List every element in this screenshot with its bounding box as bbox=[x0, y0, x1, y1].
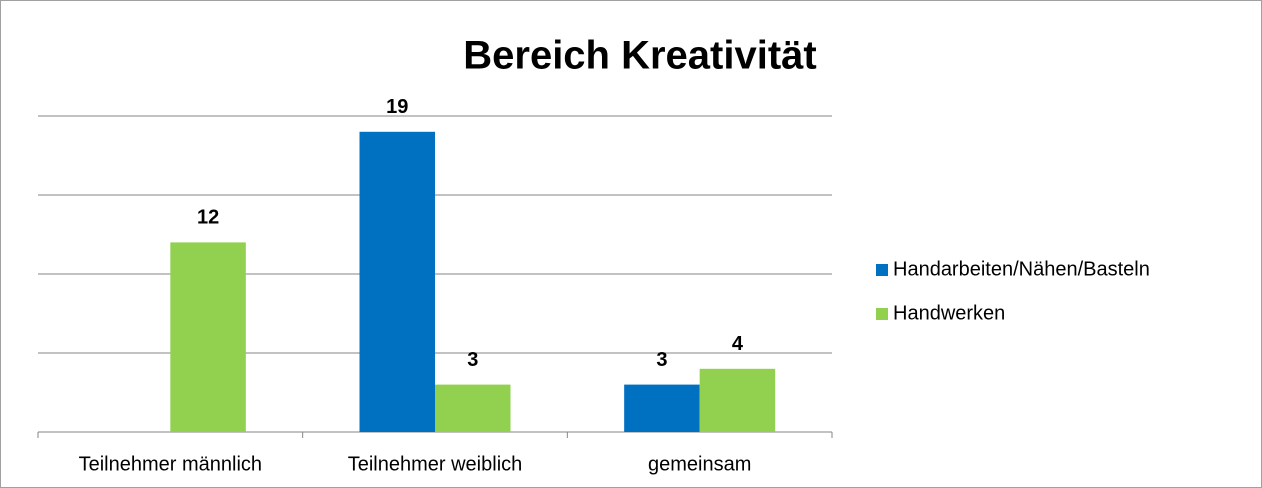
legend-swatch bbox=[876, 308, 888, 320]
data-label: 12 bbox=[197, 207, 219, 229]
x-tick-label: Teilnehmer männlich bbox=[79, 453, 262, 475]
x-tick-label: Teilnehmer weiblich bbox=[348, 453, 523, 475]
bar bbox=[359, 131, 435, 433]
chart-title: Bereich Kreativität bbox=[463, 34, 816, 78]
bar bbox=[170, 242, 246, 432]
bar bbox=[435, 384, 511, 432]
legend-label: Handwerken bbox=[893, 302, 1005, 324]
bar bbox=[624, 384, 700, 432]
data-label: 3 bbox=[467, 349, 478, 371]
legend-swatch bbox=[876, 264, 888, 276]
bar bbox=[699, 368, 776, 432]
legend-label: Handarbeiten/Nähen/Basteln bbox=[893, 258, 1150, 280]
data-label: 4 bbox=[732, 333, 744, 355]
x-tick-label: gemeinsam bbox=[648, 453, 751, 475]
data-label: 19 bbox=[386, 96, 408, 118]
data-label: 3 bbox=[656, 349, 667, 371]
